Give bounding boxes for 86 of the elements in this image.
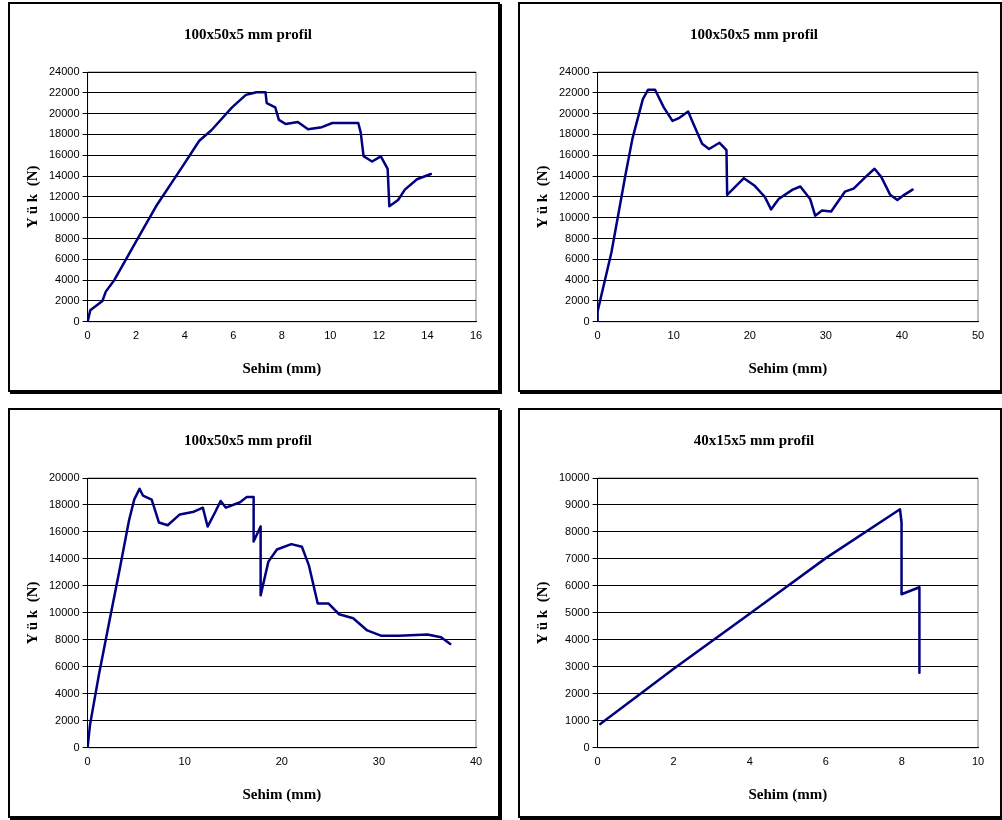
y-tick-label: 0 <box>583 314 590 327</box>
x-axis-title: Sehim (mm) <box>242 359 322 377</box>
y-axis-title: Y ü k (N) <box>23 581 41 645</box>
x-tick-label: 2 <box>670 755 677 768</box>
y-tick-label: 6000 <box>55 659 80 672</box>
x-tick-label: 30 <box>372 755 386 768</box>
y-axis-title: Y ü k (N) <box>533 581 551 645</box>
y-tick-label: 6000 <box>565 252 590 265</box>
y-tick-label: 22000 <box>48 85 80 98</box>
x-tick-label: 0 <box>84 329 91 342</box>
x-tick-label: 10 <box>324 329 337 342</box>
y-tick-label: 8000 <box>55 231 80 244</box>
y-tick-label: 14000 <box>48 169 80 182</box>
y-tick-label: 6000 <box>55 252 80 265</box>
y-tick-label: 0 <box>73 740 80 753</box>
x-tick-label: 2 <box>133 329 140 342</box>
x-tick-label: 50 <box>971 329 985 342</box>
x-tick-label: 0 <box>84 755 91 768</box>
x-tick-label: 40 <box>469 755 483 768</box>
x-tick-label: 8 <box>278 329 285 342</box>
y-tick-label: 14000 <box>558 169 590 182</box>
y-tick-label: 10000 <box>48 210 80 223</box>
x-tick-label: 30 <box>819 329 832 342</box>
x-tick-label: 20 <box>743 329 756 342</box>
x-axis-title: Sehim (mm) <box>242 785 322 803</box>
x-tick-label: 40 <box>895 329 909 342</box>
y-tick-label: 7000 <box>565 551 590 564</box>
x-tick-label: 10 <box>667 329 680 342</box>
x-axis-title: Sehim (mm) <box>748 359 828 377</box>
chart-title: 100x50x5 mm profil <box>183 25 313 42</box>
y-tick-label: 18000 <box>48 127 80 140</box>
y-tick-label: 6000 <box>565 578 590 591</box>
x-tick-label: 6 <box>822 755 829 768</box>
y-tick-label: 24000 <box>558 65 590 78</box>
y-tick-label: 5000 <box>565 605 590 618</box>
y-tick-label: 4000 <box>55 686 80 699</box>
x-tick-label: 14 <box>421 329 434 342</box>
y-tick-label: 10000 <box>558 471 590 484</box>
y-tick-label: 16000 <box>48 524 80 537</box>
y-tick-label: 10000 <box>558 210 590 223</box>
y-tick-label: 0 <box>583 740 590 753</box>
x-tick-label: 12 <box>372 329 386 342</box>
y-tick-label: 12000 <box>558 189 590 202</box>
y-tick-label: 0 <box>73 314 80 327</box>
y-tick-label: 8000 <box>565 524 590 537</box>
y-tick-label: 16000 <box>48 148 80 161</box>
y-tick-label: 24000 <box>48 65 80 78</box>
y-tick-label: 8000 <box>55 632 80 645</box>
x-tick-label: 4 <box>746 755 753 768</box>
y-tick-label: 2000 <box>565 686 590 699</box>
chart-title: 40x15x5 mm profil <box>693 431 815 448</box>
x-tick-label: 4 <box>181 329 188 342</box>
chart-title: 100x50x5 mm profil <box>689 25 819 42</box>
y-tick-label: 2000 <box>55 713 80 726</box>
y-tick-label: 14000 <box>48 551 80 564</box>
y-tick-label: 18000 <box>48 498 80 511</box>
y-tick-label: 2000 <box>55 294 80 307</box>
y-tick-label: 1000 <box>565 713 590 726</box>
x-tick-label: 0 <box>594 755 601 768</box>
x-axis-title: Sehim (mm) <box>748 785 828 803</box>
y-tick-label: 10000 <box>48 605 80 618</box>
x-tick-label: 16 <box>469 329 483 342</box>
y-tick-label: 18000 <box>558 127 590 140</box>
y-tick-label: 2000 <box>565 294 590 307</box>
x-tick-label: 0 <box>594 329 601 342</box>
y-tick-label: 20000 <box>48 106 80 119</box>
x-tick-label: 20 <box>275 755 288 768</box>
x-tick-label: 8 <box>898 755 905 768</box>
y-tick-label: 3000 <box>565 659 590 672</box>
y-tick-label: 9000 <box>565 498 590 511</box>
y-tick-label: 12000 <box>48 189 80 202</box>
y-tick-label: 4000 <box>565 273 590 286</box>
y-axis-title: Y ü k (N) <box>23 165 41 229</box>
chart-title: 100x50x5 mm profil <box>183 431 313 448</box>
y-tick-label: 20000 <box>558 106 590 119</box>
x-tick-label: 6 <box>230 329 237 342</box>
y-tick-label: 8000 <box>565 231 590 244</box>
x-tick-label: 10 <box>178 755 191 768</box>
x-tick-label: 10 <box>971 755 985 768</box>
y-tick-label: 4000 <box>565 632 590 645</box>
y-tick-label: 16000 <box>558 148 590 161</box>
y-tick-label: 20000 <box>48 471 80 484</box>
y-tick-label: 22000 <box>558 85 590 98</box>
y-axis-title: Y ü k (N) <box>533 165 551 229</box>
y-tick-label: 12000 <box>48 578 80 591</box>
y-tick-label: 4000 <box>55 273 80 286</box>
